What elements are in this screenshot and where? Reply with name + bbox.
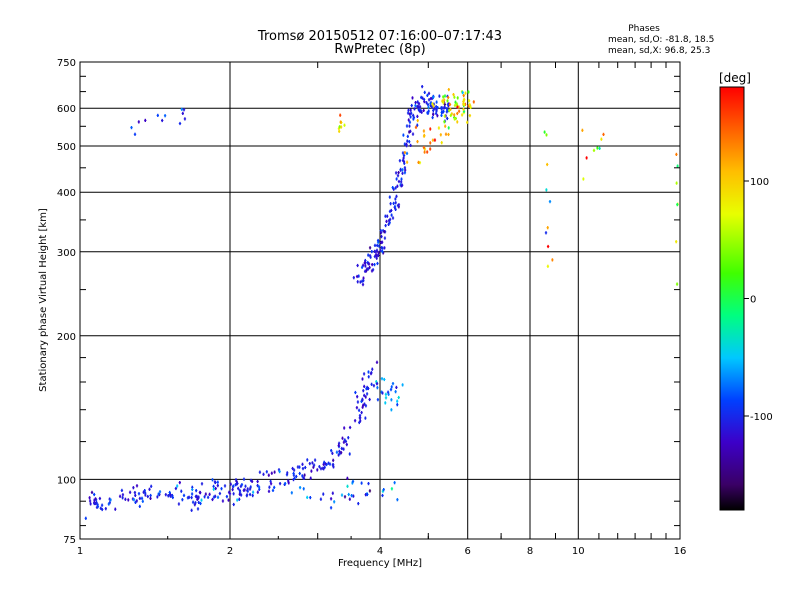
x-tick-label: 6 bbox=[465, 546, 471, 557]
colorbar bbox=[719, 86, 745, 511]
colorbar-ticks: 100 0 -100 bbox=[744, 177, 773, 423]
y-tick-label: 300 bbox=[57, 248, 76, 259]
chart-subtitle: RwPretec (8p) bbox=[334, 42, 425, 57]
x-tick-label: 10 bbox=[572, 546, 585, 557]
y-tick-label: 200 bbox=[57, 332, 76, 343]
y-tick-label: 75 bbox=[63, 535, 76, 546]
y-axis-label: Stationary phase Virtual Height [km] bbox=[38, 208, 49, 392]
colorbar-tick-label: -100 bbox=[750, 412, 773, 423]
colorbar-label: [deg] bbox=[719, 71, 751, 85]
data-points bbox=[84, 85, 679, 520]
x-axis-label: Frequency [MHz] bbox=[338, 558, 422, 569]
annotation-heading: Phases bbox=[628, 24, 660, 34]
plot-frame bbox=[79, 61, 681, 540]
x-tick-label: 1 bbox=[77, 546, 83, 557]
x-axis-ticks: 1 2 4 6 8 10 16 bbox=[77, 62, 687, 557]
chart-title: Tromsø 20150512 07:16:00–07:17:43 bbox=[257, 29, 502, 44]
x-tick-label: 8 bbox=[527, 546, 533, 557]
colorbar-tick-label: 100 bbox=[750, 177, 769, 188]
y-tick-label: 100 bbox=[57, 475, 76, 486]
y-tick-label: 500 bbox=[57, 142, 76, 153]
annotation-line-x: mean, sd,X: 96.8, 25.3 bbox=[608, 46, 710, 56]
y-tick-label: 400 bbox=[57, 188, 76, 199]
annotation-line-o: mean, sd,O: -81.8, 18.5 bbox=[608, 35, 714, 45]
y-axis-ticks: 75 100 200 300 400 500 600 750 bbox=[57, 58, 680, 546]
y-tick-label: 600 bbox=[57, 104, 76, 115]
x-tick-label: 16 bbox=[674, 546, 687, 557]
colorbar-tick-label: 0 bbox=[750, 295, 756, 306]
grid-lines bbox=[80, 62, 680, 539]
y-tick-label: 750 bbox=[57, 58, 76, 69]
x-tick-label: 2 bbox=[227, 546, 233, 557]
x-tick-label: 4 bbox=[377, 546, 383, 557]
